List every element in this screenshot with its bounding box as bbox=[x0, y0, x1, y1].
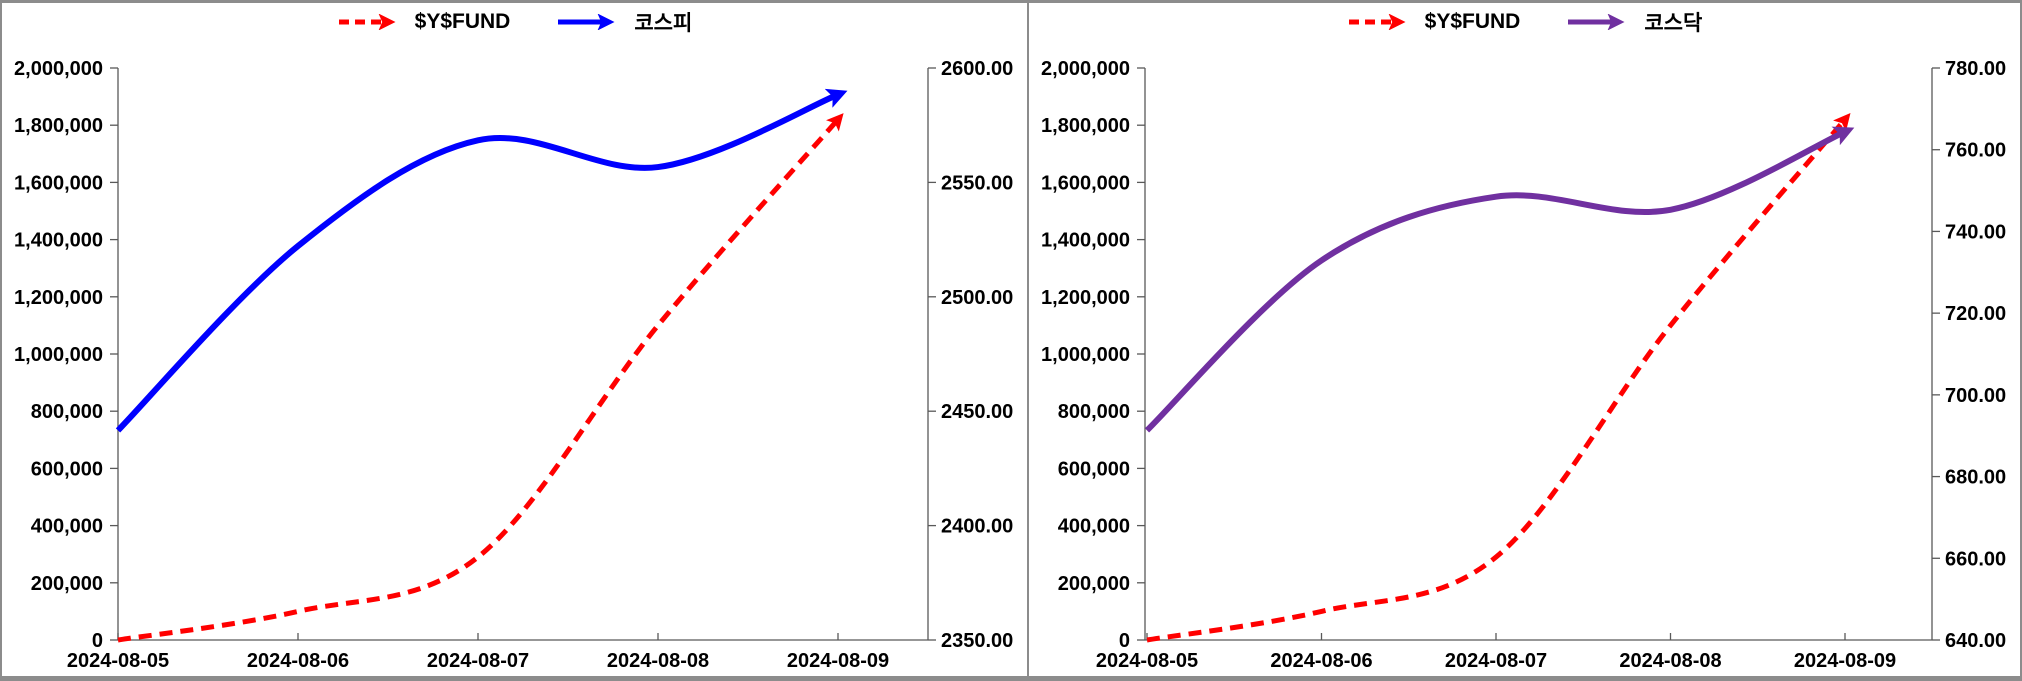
dashed-arrow-icon bbox=[337, 14, 403, 30]
svg-text:2550.00: 2550.00 bbox=[941, 172, 1013, 194]
svg-text:1,200,000: 1,200,000 bbox=[14, 287, 103, 309]
svg-text:2024-08-09: 2024-08-09 bbox=[787, 650, 889, 672]
kosdaq-fund-line-plot: 2,000,000 1,800,000 1,600,000 1,400,000 1,20… bbox=[1041, 58, 2006, 672]
svg-text:2024-08-07: 2024-08-07 bbox=[427, 650, 529, 672]
svg-text:1,400,000: 1,400,000 bbox=[1041, 230, 1130, 252]
svg-text:680.00: 680.00 bbox=[1945, 467, 2006, 489]
svg-text:800,000: 800,000 bbox=[31, 401, 103, 423]
svg-text:800,000: 800,000 bbox=[1058, 401, 1130, 423]
svg-text:780.00: 780.00 bbox=[1945, 58, 2006, 80]
svg-text:1,800,000: 1,800,000 bbox=[14, 115, 103, 137]
kospi-fund-line-plot: 2,000,000 1,800,000 1,600,000 1,400,000 1,20… bbox=[14, 58, 1013, 672]
svg-text:660.00: 660.00 bbox=[1945, 548, 2006, 570]
svg-text:2024-08-08: 2024-08-08 bbox=[607, 650, 709, 672]
chart-panel-kospi: $Y$FUND 코스피 2,000,000 1,800,000 1,600,000 1… bbox=[2, 3, 1027, 676]
chart-panel-kosdaq: $Y$FUND 코스닥 2,000,000 1,800,000 1,600,000 1… bbox=[1029, 3, 2020, 676]
svg-text:2350.00: 2350.00 bbox=[941, 630, 1013, 652]
svg-text:720.00: 720.00 bbox=[1945, 303, 2006, 325]
svg-text:400,000: 400,000 bbox=[1058, 516, 1130, 538]
svg-text:2024-08-06: 2024-08-06 bbox=[247, 650, 349, 672]
svg-text:2024-08-05: 2024-08-05 bbox=[67, 650, 169, 672]
svg-text:2400.00: 2400.00 bbox=[941, 516, 1013, 538]
legend-label-yfund: $Y$FUND bbox=[1424, 10, 1521, 33]
legend-item-yfund: $Y$FUND bbox=[1347, 10, 1521, 34]
svg-text:2,000,000: 2,000,000 bbox=[1041, 58, 1130, 80]
svg-text:200,000: 200,000 bbox=[1058, 573, 1130, 595]
svg-text:2024-08-05: 2024-08-05 bbox=[1096, 650, 1198, 672]
legend-kosdaq-chart: $Y$FUND 코스닥 bbox=[1029, 7, 2020, 37]
svg-text:1,000,000: 1,000,000 bbox=[1041, 344, 1130, 366]
svg-text:600,000: 600,000 bbox=[31, 458, 103, 480]
svg-text:2600.00: 2600.00 bbox=[941, 58, 1013, 80]
dashed-arrow-icon bbox=[1347, 14, 1413, 30]
svg-text:2450.00: 2450.00 bbox=[941, 401, 1013, 423]
svg-text:0: 0 bbox=[1119, 630, 1130, 652]
svg-text:2500.00: 2500.00 bbox=[941, 287, 1013, 309]
legend-label-yfund: $Y$FUND bbox=[414, 10, 511, 33]
legend-item-yfund: $Y$FUND bbox=[337, 10, 511, 34]
svg-text:640.00: 640.00 bbox=[1945, 630, 2006, 652]
legend-item-kospi: 코스피 bbox=[556, 7, 692, 37]
svg-text:400,000: 400,000 bbox=[31, 516, 103, 538]
solid-arrow-icon bbox=[1566, 14, 1632, 30]
svg-text:1,000,000: 1,000,000 bbox=[14, 344, 103, 366]
svg-text:200,000: 200,000 bbox=[31, 573, 103, 595]
svg-text:1,800,000: 1,800,000 bbox=[1041, 115, 1130, 137]
svg-text:700.00: 700.00 bbox=[1945, 385, 2006, 407]
solid-arrow-icon bbox=[556, 14, 622, 30]
svg-text:0: 0 bbox=[92, 630, 103, 652]
svg-text:2024-08-07: 2024-08-07 bbox=[1445, 650, 1547, 672]
svg-text:2024-08-06: 2024-08-06 bbox=[1270, 650, 1372, 672]
svg-text:2024-08-08: 2024-08-08 bbox=[1619, 650, 1721, 672]
svg-text:1,600,000: 1,600,000 bbox=[14, 172, 103, 194]
svg-text:1,200,000: 1,200,000 bbox=[1041, 287, 1130, 309]
legend-kospi-chart: $Y$FUND 코스피 bbox=[2, 7, 1027, 37]
svg-text:600,000: 600,000 bbox=[1058, 458, 1130, 480]
svg-text:760.00: 760.00 bbox=[1945, 140, 2006, 162]
svg-text:1,600,000: 1,600,000 bbox=[1041, 172, 1130, 194]
legend-item-kosdaq: 코스닥 bbox=[1566, 7, 1702, 37]
svg-text:1,400,000: 1,400,000 bbox=[14, 230, 103, 252]
svg-text:740.00: 740.00 bbox=[1945, 221, 2006, 243]
legend-label-kosdaq: 코스닥 bbox=[1644, 12, 1703, 35]
svg-text:2024-08-09: 2024-08-09 bbox=[1794, 650, 1896, 672]
legend-label-kospi: 코스피 bbox=[634, 12, 693, 35]
svg-text:2,000,000: 2,000,000 bbox=[14, 58, 103, 80]
